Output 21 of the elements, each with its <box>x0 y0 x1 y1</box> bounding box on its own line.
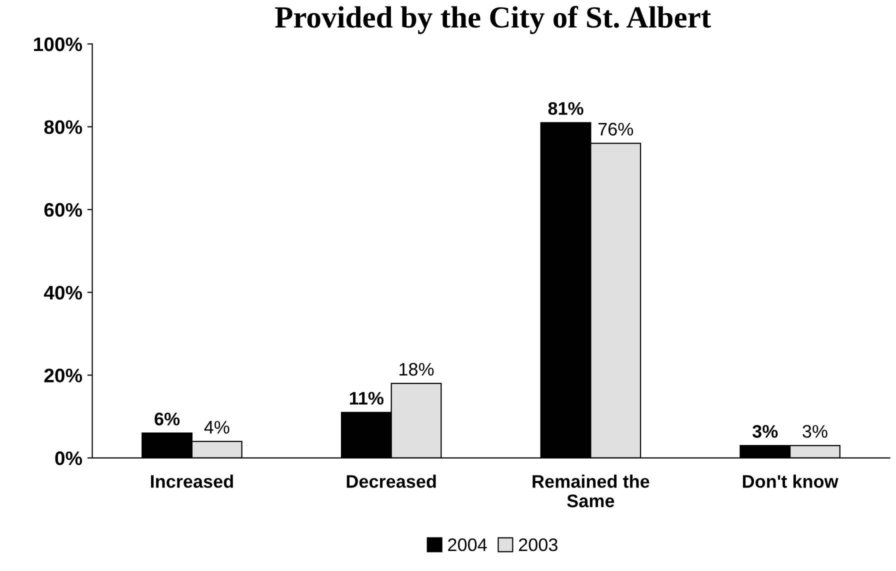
data-label: 76% <box>598 122 634 136</box>
x-tick-label: Decreased <box>346 474 436 488</box>
data-label: 6% <box>154 412 180 426</box>
y-tick-label: 100% <box>34 37 82 52</box>
data-label: 3% <box>752 425 778 438</box>
y-tick-label: 0% <box>55 451 82 466</box>
x-tick-label: Increased <box>151 474 233 488</box>
data-label: 81% <box>548 102 584 115</box>
data-label: 18% <box>400 362 434 376</box>
y-tick-label: 80% <box>44 120 82 134</box>
data-label: 11% <box>350 392 384 405</box>
legend-label: 2004 <box>448 538 487 552</box>
chart-title: Provided by the City of St. Albert <box>275 6 711 34</box>
legend-label: 2003 <box>518 538 558 552</box>
data-label: 4% <box>204 420 230 434</box>
x-tick-label: Don't know <box>742 474 838 488</box>
y-tick-label: 20% <box>44 368 82 382</box>
y-tick-label: 40% <box>44 286 82 300</box>
data-label: 3% <box>802 425 828 438</box>
y-tick-label: 60% <box>44 203 82 217</box>
x-tick-label: Remained the Same <box>532 474 650 508</box>
